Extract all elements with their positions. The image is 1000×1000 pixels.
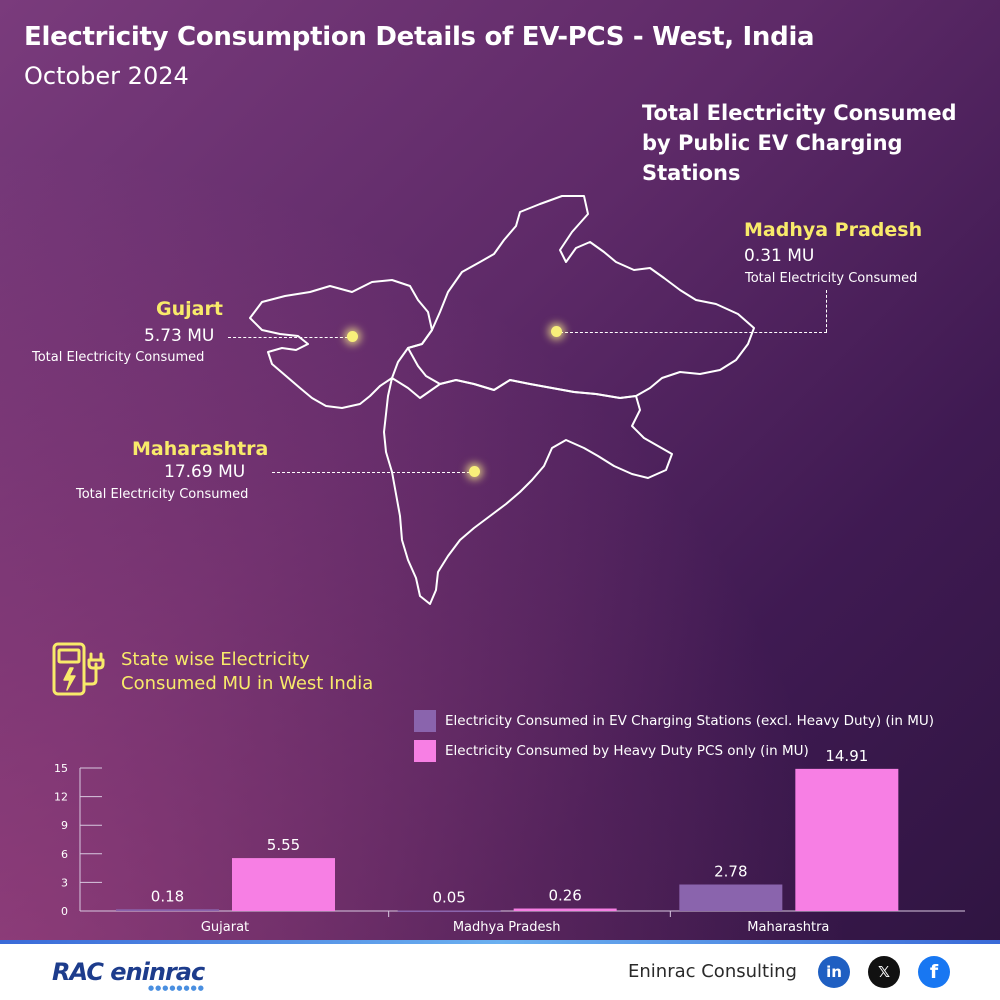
bar-ev-stations (397, 910, 501, 913)
footer-accent-bar (0, 940, 1000, 944)
state-label-madhya-pradesh: Madhya Pradesh (744, 219, 923, 241)
leader-line-maharashtra (272, 472, 470, 473)
y-tick-label: 6 (61, 848, 68, 861)
state-value-maharashtra: 17.69 MU (164, 462, 246, 482)
y-tick-label: 12 (54, 791, 68, 804)
legend-swatch-ev-stations (414, 710, 436, 732)
section-title: State wise Electricity Consumed MU in We… (121, 649, 374, 694)
bar-value-label: 0.26 (548, 887, 581, 905)
facebook-icon[interactable]: f (918, 956, 950, 988)
state-label-gujarat: Gujart (156, 298, 223, 320)
y-tick-label: 15 (54, 762, 68, 775)
page-subtitle: October 2024 (24, 62, 189, 90)
y-tick-label: 3 (61, 876, 68, 889)
linkedin-icon[interactable]: in (818, 956, 850, 988)
maharashtra-outline (383, 377, 673, 605)
leader-line-madhya-pradesh (560, 332, 827, 333)
legend-label-heavy-duty: Electricity Consumed by Heavy Duty PCS o… (445, 743, 809, 759)
bar-value-label: 14.91 (825, 747, 868, 765)
x-category-label: Madhya Pradesh (453, 920, 561, 935)
company-logo: RAC eninrac (52, 958, 205, 986)
bar-ev-stations (679, 884, 783, 911)
bar-value-label: 5.55 (267, 836, 300, 854)
legend-swatch-heavy-duty (414, 740, 436, 762)
legend-label-ev-stations: Electricity Consumed in EV Charging Stat… (445, 713, 935, 729)
x-icon[interactable]: 𝕏 (868, 956, 900, 988)
map-heading: Total Electricity Consumed by Public EV … (642, 101, 957, 185)
footer: RAC eninrac ●●●●●●●● Eninrac Consulting … (0, 944, 1000, 1000)
leader-line-mp-vertical (826, 290, 827, 332)
state-value-madhya-pradesh: 0.31 MU (744, 246, 815, 266)
marker-dot-maharashtra (469, 466, 480, 477)
leader-line-gujarat (228, 337, 348, 338)
state-caption-madhya-pradesh: Total Electricity Consumed (745, 271, 918, 286)
marker-dot-gujarat (347, 331, 358, 342)
logo-dots: ●●●●●●●● (148, 984, 205, 992)
bar-value-label: 2.78 (714, 862, 747, 880)
gujarat-outline (249, 279, 433, 409)
state-caption-maharashtra: Total Electricity Consumed (76, 487, 249, 502)
bar-value-label: 0.05 (432, 889, 465, 907)
page-title: Electricity Consumption Details of EV-PC… (24, 22, 815, 52)
x-category-label: Gujarat (201, 920, 249, 935)
y-tick-label: 0 (61, 905, 68, 918)
bar-ev-stations (116, 909, 219, 911)
state-value-gujarat: 5.73 MU (144, 326, 215, 346)
legend-item-ev-stations: Electricity Consumed in EV Charging Stat… (414, 710, 934, 732)
bar-heavy-duty (795, 768, 899, 911)
bar-heavy-duty (513, 908, 617, 911)
bar-heavy-duty (232, 858, 335, 911)
x-category-label: Maharashtra (747, 920, 829, 935)
state-caption-gujarat: Total Electricity Consumed (32, 350, 205, 365)
state-label-maharashtra: Maharashtra (132, 438, 269, 460)
company-name: Eninrac Consulting (628, 961, 797, 982)
legend-item-heavy-duty: Electricity Consumed by Heavy Duty PCS o… (414, 740, 809, 762)
bar-value-label: 0.18 (151, 887, 184, 905)
marker-dot-madhya-pradesh (551, 326, 562, 337)
ev-charger-icon (52, 642, 105, 696)
y-tick-label: 9 (61, 819, 68, 832)
